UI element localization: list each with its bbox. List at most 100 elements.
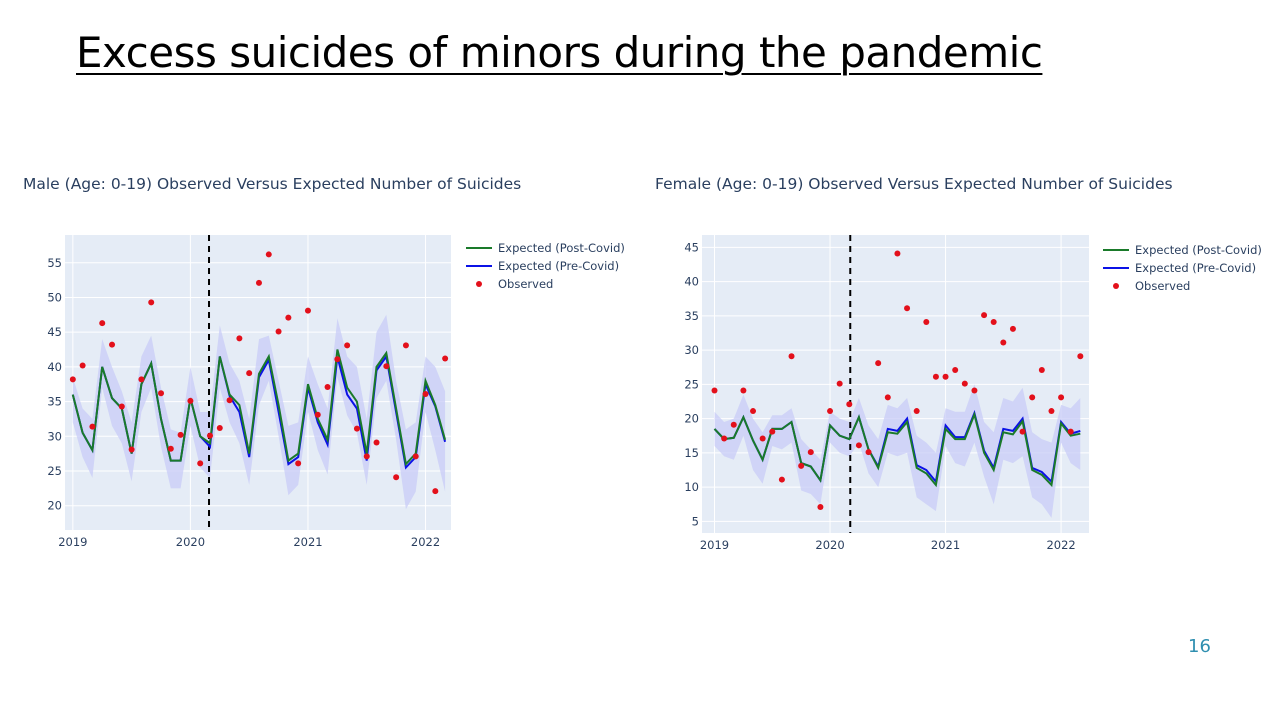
male-observed-point [216, 424, 223, 431]
female-observed-point [750, 408, 757, 415]
female-observed-point [923, 319, 930, 326]
male-y-tick-label: 20 [47, 499, 62, 513]
male-y-tick-label: 50 [47, 290, 62, 304]
male-y-tick-label: 40 [47, 360, 62, 374]
male-observed-point [99, 320, 106, 327]
male-observed-point [79, 362, 86, 369]
female-observed-point [827, 408, 834, 415]
male-observed-point [128, 446, 135, 453]
female-observed-point [942, 373, 949, 380]
female-observed-point [875, 360, 882, 367]
female-series-observed [711, 250, 1084, 510]
male-observed-point [69, 376, 76, 383]
male-x-tick-label: 2021 [293, 535, 322, 549]
female-observed-point [730, 421, 737, 428]
male-legend-label: Observed [498, 277, 553, 291]
female-observed-point [1058, 394, 1065, 401]
female-observed-point [1029, 394, 1036, 401]
male-observed-point [177, 431, 184, 438]
female-observed-point [913, 408, 920, 415]
male-y-tick-label: 25 [47, 464, 62, 478]
female-observed-point [855, 442, 862, 449]
female-observed-point [817, 503, 824, 510]
female-observed-point [1077, 353, 1084, 360]
male-observed-point [285, 314, 292, 321]
male-legend-label: Expected (Pre-Covid) [498, 259, 619, 273]
male-x-tick-label: 2019 [58, 535, 87, 549]
female-x-tick-label: 2019 [700, 538, 729, 552]
female-observed-point [1048, 408, 1055, 415]
male-observed-point [353, 425, 360, 432]
female-observed-point [721, 435, 728, 442]
female-series-expected-post-covid [713, 411, 1081, 488]
male-observed-point [402, 342, 409, 349]
female-y-tick-label: 40 [684, 275, 699, 289]
female-observed-point [865, 449, 872, 456]
male-series-observed [69, 251, 449, 495]
male-series-expected-post-covid [71, 349, 447, 467]
male-observed-point [265, 251, 272, 258]
female-y-tick-label: 5 [692, 514, 699, 528]
male-observed-point [344, 342, 351, 349]
male-observed-point [246, 370, 253, 377]
male-observed-point [304, 307, 311, 314]
male-y-tick-label: 35 [47, 395, 62, 409]
male-x-tick-label: 2020 [176, 535, 205, 549]
male-observed-point [432, 488, 439, 495]
female-y-tick-label: 45 [684, 240, 699, 254]
male-observed-point [373, 439, 380, 446]
female-x-tick-label: 2021 [931, 538, 960, 552]
male-observed-point [383, 363, 390, 370]
male-observed-point [158, 390, 165, 397]
female-observed-point [961, 380, 968, 387]
female-observed-point [1019, 428, 1026, 435]
male-observed-point [363, 453, 370, 460]
female-expected-band [714, 384, 1081, 518]
female-observed-point [904, 305, 911, 312]
male-legend: Expected (Post-Covid) Expected (Pre-Covid… [466, 241, 625, 291]
male-chart: 20 25 30 35 40 45 50 55 2019 2020 2021 2022 Expected… [47, 235, 625, 549]
male-observed-point [197, 460, 204, 467]
male-legend-swatch [476, 281, 482, 287]
male-observed-point [187, 397, 194, 404]
male-y-tick-label: 45 [47, 325, 62, 339]
male-x-tick-label: 2022 [411, 535, 440, 549]
female-observed-point [971, 387, 978, 394]
male-observed-point [148, 299, 155, 306]
male-chart-title: Male (Age: 0-19) Observed Versus Expecte… [23, 175, 522, 193]
male-observed-point [393, 474, 400, 481]
female-legend-swatch [1113, 283, 1119, 289]
female-y-tick-label: 35 [684, 309, 699, 323]
female-observed-point [1009, 325, 1016, 332]
male-y-tick-label: 55 [47, 256, 62, 270]
female-y-tick-label: 10 [684, 480, 699, 494]
female-observed-point [981, 312, 988, 319]
male-observed-point [167, 445, 174, 452]
female-observed-point [759, 435, 766, 442]
male-observed-point [314, 411, 321, 418]
male-observed-point [275, 328, 282, 335]
male-observed-point [442, 355, 449, 362]
female-observed-point [990, 319, 997, 326]
female-observed-point [1038, 366, 1045, 373]
female-observed-point [788, 353, 795, 360]
male-observed-point [109, 341, 116, 348]
male-observed-point [324, 384, 331, 391]
female-observed-point [894, 250, 901, 257]
female-y-tick-label: 15 [684, 446, 699, 460]
female-observed-point [778, 476, 785, 483]
slide-title: Excess suicides of minors during the pan… [76, 28, 1043, 77]
female-x-tick-label: 2020 [815, 538, 844, 552]
male-observed-point [226, 397, 233, 404]
female-observed-point [836, 380, 843, 387]
female-observed-point [846, 401, 853, 408]
female-chart: 5 10 15 20 25 30 35 40 45 2019 2020 2021 2022 Expecte… [684, 235, 1262, 552]
male-legend-label: Expected (Post-Covid) [498, 241, 625, 255]
male-observed-point [138, 376, 145, 383]
male-observed-point [89, 423, 96, 430]
page-number: 16 [1188, 636, 1211, 657]
male-observed-point [412, 453, 419, 460]
male-observed-point [236, 335, 243, 342]
male-observed-point [206, 432, 213, 439]
male-observed-point [295, 460, 302, 467]
